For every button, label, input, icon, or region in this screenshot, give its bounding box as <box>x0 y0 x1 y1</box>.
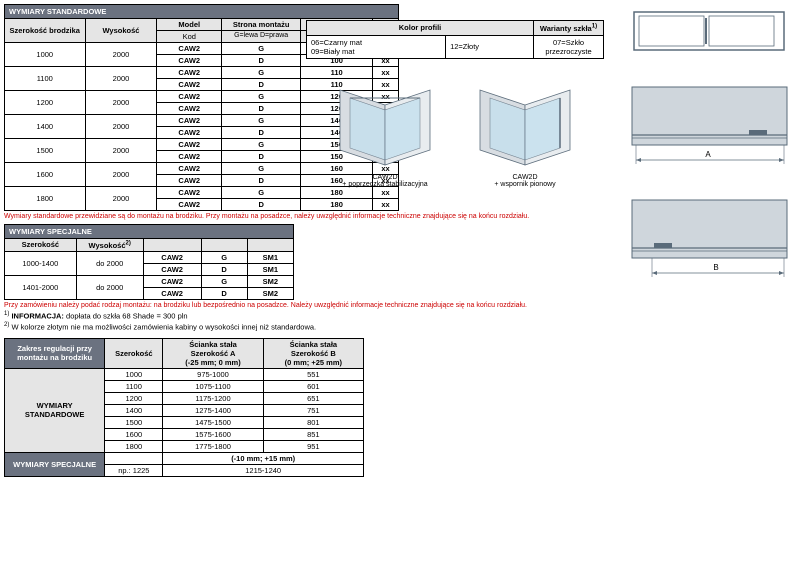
isometric-illustrations: CAW2D+ poprzeczka stabilizacyjna CAW2D+ … <box>306 80 604 188</box>
diagram-top <box>624 4 794 64</box>
diagram-B: B <box>624 195 794 290</box>
diagram-A: A <box>624 82 794 177</box>
info-line2: 2) W kolorze złotym nie ma możliwości za… <box>4 322 614 332</box>
hdr-strona: Strona montażu <box>233 20 290 29</box>
svg-text:A: A <box>705 150 711 159</box>
profile-color-box: Kolor profili Warianty szkła1) 06=Czarny… <box>306 20 604 59</box>
hdr2-szer: Szerokość <box>22 240 60 249</box>
technical-diagrams: A B <box>614 4 794 477</box>
note2: Przy zamówieniu należy podać rodzaj mont… <box>4 302 614 309</box>
svg-text:B: B <box>713 263 718 272</box>
note1: Wymiary standardowe przewidziane są do m… <box>4 213 614 220</box>
info-line1: 1) INFORMACJA: dopłata do szkła 68 Shade… <box>4 311 614 321</box>
section2-title: WYMIARY SPECJALNE <box>5 225 294 239</box>
hdr-kod: Kod <box>157 31 222 43</box>
special-dims-table: WYMIARY SPECJALNE Szerokość Wysokość2) 1… <box>4 224 294 300</box>
iso-left-label: CAW2D+ poprzeczka stabilizacyjna <box>325 174 445 188</box>
hdr-strona-sub: G=lewa D=prawa <box>222 31 301 43</box>
hdr-wys: Wysokość <box>102 26 139 35</box>
iso-right-label: CAW2D+ wspornik pionowy <box>465 174 585 188</box>
adjustment-range-table: Zakres regulacji przymontażu na brodziku… <box>4 338 364 477</box>
section1-title: WYMIARY STANDARDOWE <box>5 5 399 19</box>
hdr-szer: Szerokość brodzika <box>10 26 80 35</box>
hdr-model: Model <box>178 20 200 29</box>
